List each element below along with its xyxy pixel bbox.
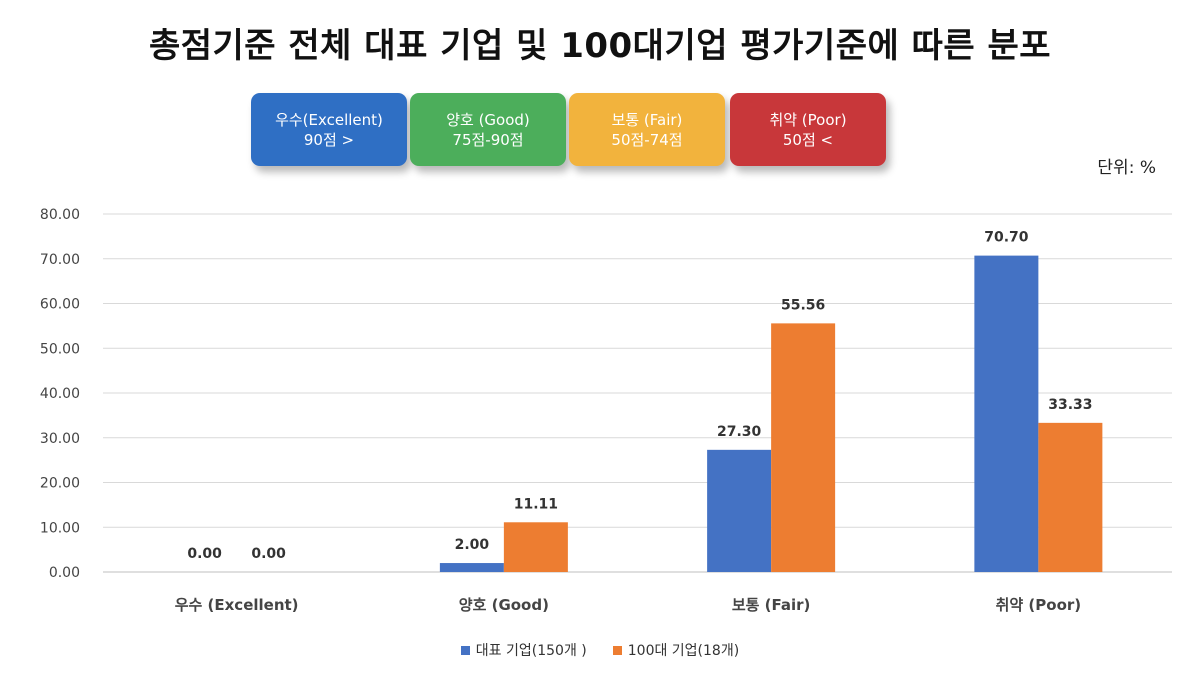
badge-excellent: 우수(Excellent) 90점 > (251, 93, 407, 166)
badge-excellent-label: 우수(Excellent) (275, 110, 383, 129)
bar-1 (439, 563, 504, 572)
y-tick-label: 30.00 (40, 431, 80, 447)
badge-excellent-range: 90점 > (303, 130, 355, 149)
bar-2 (1038, 422, 1103, 572)
bar-1 (974, 255, 1039, 572)
badge-good-label: 양호 (Good) (446, 110, 530, 129)
x-tick-label: 양호 (Good) (459, 596, 549, 614)
badge-poor: 취약 (Poor) 50점 < (730, 93, 886, 166)
legend-label-series-1: 대표 기업(150개 ) (475, 643, 587, 659)
unit-label: 단위: % (1097, 158, 1156, 178)
legend-swatch-series-2 (612, 645, 622, 655)
data-label: 0.00 (251, 546, 286, 562)
data-label: 55.56 (781, 297, 825, 313)
legend-swatch-series-1 (460, 645, 470, 655)
legend-label-series-2: 100대 기업(18개) (627, 643, 740, 659)
badge-fair-label: 보통 (Fair) (611, 110, 683, 129)
x-tick-label: 보통 (Fair) (732, 596, 811, 614)
badge-good: 양호 (Good) 75점-90점 (410, 93, 566, 166)
badge-good-range: 75점-90점 (452, 130, 524, 149)
badge-fair: 보통 (Fair) 50점-74점 (569, 93, 725, 166)
y-tick-label: 70.00 (40, 252, 80, 268)
chart-legend: 대표 기업(150개 ) 100대 기업(18개) (0, 640, 1200, 660)
x-tick-label: 취약 (Poor) (996, 596, 1082, 614)
y-tick-label: 20.00 (40, 476, 80, 492)
data-label: 2.00 (455, 537, 490, 553)
legend-item-series-1: 대표 기업(150개 ) (460, 640, 587, 660)
y-tick-label: 80.00 (40, 207, 80, 223)
bar-2 (771, 323, 836, 572)
badge-fair-range: 50점-74점 (611, 130, 683, 149)
x-tick-label: 우수 (Excellent) (175, 596, 299, 614)
bar-1 (707, 449, 772, 572)
y-tick-label: 10.00 (40, 520, 80, 536)
legend-item-series-2: 100대 기업(18개) (612, 640, 740, 660)
badge-poor-range: 50점 < (782, 130, 834, 149)
y-tick-label: 0.00 (49, 565, 80, 581)
data-label: 27.30 (717, 424, 762, 440)
y-tick-label: 40.00 (40, 386, 80, 402)
bar-2 (503, 522, 568, 572)
badge-poor-label: 취약 (Poor) (769, 110, 847, 129)
page-title: 총점기준 전체 대표 기업 및 100대기업 평가기준에 따른 분포 (148, 26, 1052, 66)
y-tick-label: 50.00 (40, 341, 80, 357)
data-label: 33.33 (1048, 397, 1092, 413)
y-tick-label: 60.00 (40, 297, 80, 313)
data-label: 11.11 (514, 496, 558, 512)
data-label: 0.00 (187, 546, 222, 562)
data-label: 70.70 (984, 230, 1029, 246)
bar-chart: 0.00 10.00 20.00 30.00 40.00 50.00 60.00 70.00 8… (40, 207, 1172, 614)
